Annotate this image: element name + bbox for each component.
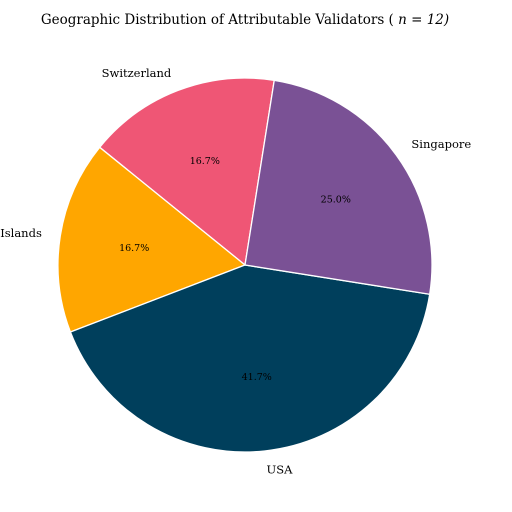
pie-slice-cayman-islands — [57, 146, 247, 333]
pie-category-label: Cayman Islands — [0, 226, 42, 240]
pie-percent-label: 16.7% — [190, 156, 220, 167]
pie-slice-usa — [69, 264, 431, 453]
chart-title: Geographic Distribution of Attributable … — [41, 12, 449, 28]
pie-slices — [57, 77, 433, 453]
chart-title-n: n = 12) — [398, 12, 449, 28]
chart-title-main: Geographic Distribution of Attributable … — [41, 12, 394, 28]
pie-category-label: Switzerland — [102, 66, 172, 80]
pie-labels: 16.7% Switzerland 16.7% Cayman Islands 41.7%… — [0, 66, 471, 477]
pie-percent-label: 41.7% — [242, 372, 272, 383]
pie-category-label: Singapore — [411, 137, 471, 151]
pie-percent-label: 16.7% — [119, 243, 149, 254]
pie-percent-label: 25.0% — [321, 195, 351, 206]
pie-slice-singapore — [244, 79, 433, 295]
pie-category-label: USA — [267, 463, 294, 477]
pie-slice-switzerland — [98, 77, 275, 267]
